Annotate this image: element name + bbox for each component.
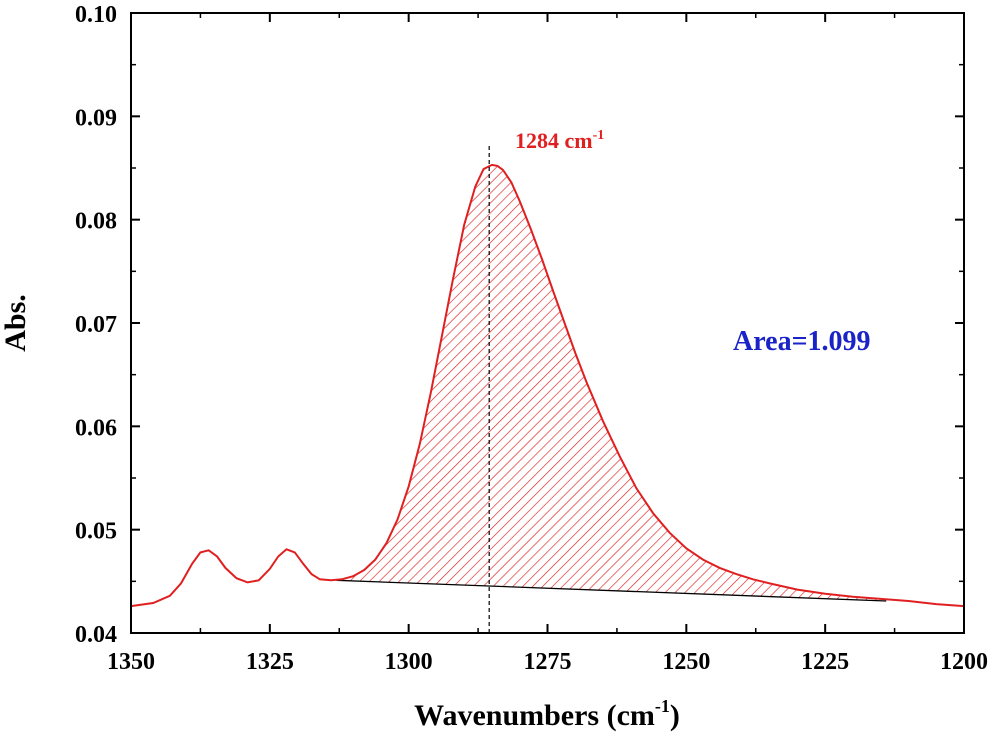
x-tick-label: 1250 [662, 649, 710, 675]
y-tick-label: 0.07 [75, 312, 117, 338]
y-tick-label: 0.10 [75, 2, 117, 28]
x-axis-title-main: Wavenumbers (cm [414, 699, 655, 732]
peak-annotation-sup: -1 [593, 128, 605, 143]
peak-annotation-text: 1284 cm [515, 128, 593, 153]
x-tick-label: 1200 [940, 649, 988, 675]
y-tick-label: 0.09 [75, 105, 117, 131]
x-tick-label: 1300 [385, 649, 433, 675]
y-tick-label: 0.06 [75, 415, 117, 441]
y-axis: 0.04 0.05 0.06 0.07 0.08 0.09 0.10 [75, 2, 964, 648]
x-tick-label: 1275 [524, 649, 572, 675]
y-tick-label: 0.08 [75, 209, 117, 235]
area-annotation: Area=1.099 [733, 326, 871, 357]
x-tick-label: 1350 [107, 649, 155, 675]
plot-area [130, 144, 965, 633]
baseline-line [336, 579, 887, 602]
peak-annotation: 1284 cm-1 [515, 128, 604, 153]
x-axis-title-close: ) [670, 699, 680, 732]
integrated-area [336, 165, 887, 601]
y-tick-label: 0.05 [75, 519, 117, 545]
x-tick-label: 1325 [246, 649, 294, 675]
spectrum-line [130, 163, 965, 608]
x-tick-label: 1225 [801, 649, 849, 675]
y-axis-title: Abs. [0, 294, 32, 352]
y-tick-label: 0.04 [75, 622, 117, 648]
x-axis: 1350 1325 1300 1275 1250 1225 1200 [107, 13, 988, 675]
x-axis-title: Wavenumbers (cm-1) [414, 696, 680, 732]
x-axis-title-sup: -1 [655, 696, 670, 716]
